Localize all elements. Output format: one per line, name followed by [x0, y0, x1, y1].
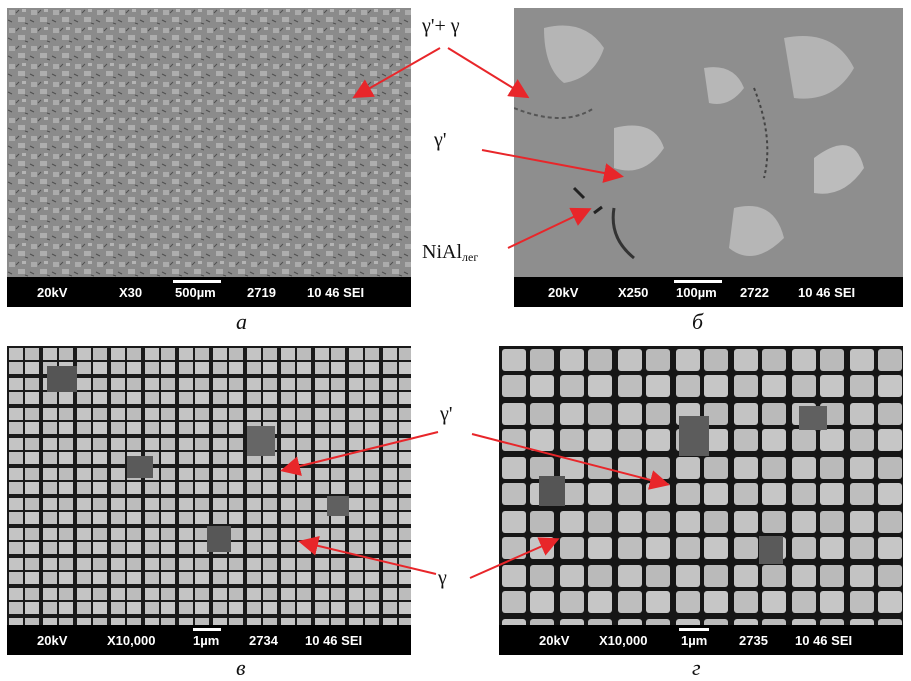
magnification-label: X250	[618, 285, 649, 300]
scale-ruler	[173, 280, 221, 283]
scalebar-b: 20kV X250 100µm 2722 10 46 SEI	[514, 277, 903, 307]
image-number: 2735	[739, 633, 768, 648]
detector-code: 10 46 SEI	[307, 285, 365, 300]
caption-b: б	[692, 309, 704, 334]
scale-ruler	[679, 628, 709, 631]
micrograph-b: 20kV X250 100µm 2722 10 46 SEI	[514, 8, 903, 307]
micrograph-b-image	[514, 8, 903, 277]
micrograph-d-image	[499, 346, 903, 625]
magnification-label: X10,000	[107, 633, 156, 648]
arrow-to-nial-b	[507, 207, 592, 249]
micrograph-a-image	[7, 8, 411, 277]
detector-code: 10 46 SEI	[305, 633, 363, 648]
kv-label: 20kV	[37, 633, 68, 648]
scale-label: 1µm	[193, 633, 220, 648]
arrow-to-gamma-prime-plus-gamma-a	[352, 47, 441, 98]
scalebar-d: 20kV X10,000 1µm 2735 10 46 SEI	[499, 625, 903, 655]
arrow-to-gamma-prime-b	[481, 149, 624, 183]
caption-c: в	[236, 655, 246, 680]
scale-label: 100µm	[676, 285, 717, 300]
magnification-label: X30	[119, 285, 143, 300]
image-number: 2734	[249, 633, 278, 648]
scale-label: 500µm	[175, 285, 216, 300]
arrow-to-gamma-d	[469, 537, 560, 579]
image-number: 2719	[247, 285, 276, 300]
scale-ruler	[674, 280, 722, 283]
caption-a: а	[236, 309, 247, 334]
scale-ruler	[193, 628, 221, 631]
label-gamma-prime-bottom: γ'	[440, 403, 453, 425]
arrow-to-gamma-c	[298, 535, 437, 575]
detector-code: 10 46 SEI	[795, 633, 853, 648]
micrograph-c-image	[7, 346, 411, 625]
kv-label: 20kV	[539, 633, 570, 648]
micrograph-c: 20kV X10,000 1µm 2734 10 46 SEI	[7, 346, 411, 655]
caption-d: г	[692, 655, 701, 680]
kv-label: 20kV	[548, 285, 579, 300]
scalebar-c: 20kV X10,000 1µm 2734 10 46 SEI	[7, 625, 411, 655]
label-nial: NiAlлег	[422, 241, 479, 264]
scale-label: 1µm	[681, 633, 708, 648]
arrow-to-gamma-prime-c	[280, 431, 439, 476]
label-gamma-bottom: γ	[438, 567, 447, 589]
micrograph-a: 20kV X30 500µm 2719 10 46 SEI	[7, 8, 411, 307]
scalebar-a: 20kV X30 500µm 2719 10 46 SEI	[7, 277, 411, 307]
arrow-to-gamma-prime-plus-gamma-b	[447, 47, 530, 99]
arrow-to-gamma-prime-d	[471, 433, 670, 490]
label-gamma-prime-plus-gamma: γ'+ γ	[422, 15, 460, 37]
detector-code: 10 46 SEI	[798, 285, 856, 300]
image-number: 2722	[740, 285, 769, 300]
micrograph-d: 20kV X10,000 1µm 2735 10 46 SEI	[499, 346, 903, 655]
magnification-label: X10,000	[599, 633, 648, 648]
label-gamma-prime-top: γ'	[434, 129, 447, 151]
kv-label: 20kV	[37, 285, 68, 300]
